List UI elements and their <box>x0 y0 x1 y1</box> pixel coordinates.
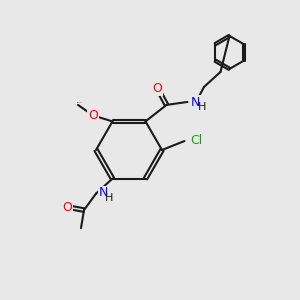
Text: N: N <box>191 96 200 109</box>
Text: Cl: Cl <box>190 134 203 148</box>
Text: O: O <box>153 82 162 95</box>
Text: O: O <box>88 109 98 122</box>
Text: methoxy: methoxy <box>76 102 83 104</box>
Text: N: N <box>98 187 108 200</box>
Text: H: H <box>105 193 113 203</box>
Text: H: H <box>197 102 206 112</box>
Text: O: O <box>63 201 72 214</box>
